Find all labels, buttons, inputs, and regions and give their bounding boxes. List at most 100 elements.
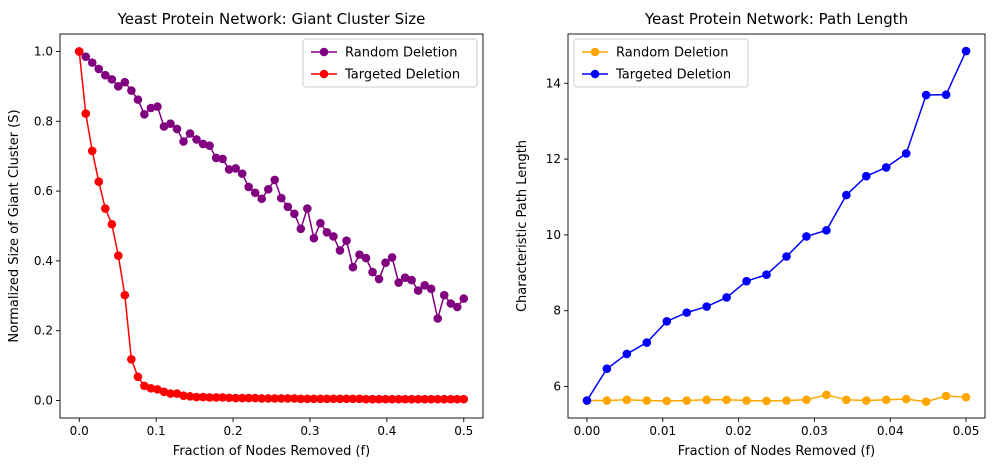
y-tick-label: 8 [553,304,561,318]
data-point [782,252,791,261]
y-tick-label: 0.0 [34,394,53,408]
data-point [722,395,731,405]
data-point [120,290,130,300]
data-point [420,281,430,290]
data-point [87,146,97,156]
data-point [822,226,831,235]
x-tick-label: 0.03 [801,424,828,438]
data-point [101,204,110,213]
series-line-2 [586,50,967,401]
data-point [582,396,592,405]
x-tick-label: 0.01 [649,424,676,438]
data-point [309,233,319,243]
legend-marker [590,47,600,57]
data-point [192,135,201,144]
data-point [329,394,338,404]
axes-frame [567,33,986,419]
data-point [374,274,384,284]
legend-label: Random Deletion [345,46,457,61]
data-point [237,393,247,403]
data-point [387,253,397,262]
data-point [179,137,188,146]
legend-marker [319,69,329,79]
data-point [146,384,156,393]
data-point [172,389,182,398]
data-point [901,394,911,404]
data-point [250,188,260,198]
data-point [762,270,771,280]
axes-frame [59,33,484,419]
data-point [153,385,162,394]
data-point [153,102,162,111]
data-point [822,390,831,400]
data-point [179,391,188,400]
data-point [355,250,364,259]
data-point [439,290,449,300]
x-tick-label: 0.02 [725,424,752,438]
y-tick-label: 0.6 [34,184,53,198]
data-point [303,204,312,213]
data-point [107,75,117,84]
data-point [861,396,871,405]
y-axis-label: Normalized Size of Giant Cluster (S) [7,109,22,342]
data-point [81,109,91,118]
x-tick-label: 0.1 [147,424,166,438]
chart-title: Yeast Protein Network: Path Length [644,10,908,28]
data-point [159,387,169,397]
data-point [941,391,951,401]
y-tick-label: 6 [553,380,561,394]
data-point [192,392,201,402]
data-point [218,393,227,402]
data-point [961,46,971,56]
legend-marker [590,69,600,79]
x-tick-label: 0.3 [300,424,319,438]
data-point [407,275,416,285]
data-point [342,394,351,404]
data-point [361,394,371,404]
data-point [459,394,469,404]
data-point [861,171,871,181]
data-point [205,141,214,151]
data-point [218,154,227,164]
data-point [459,294,469,303]
data-point [335,394,345,404]
legend-label: Random Deletion [616,46,728,61]
data-point [881,395,891,405]
data-point [140,381,149,391]
data-point [94,177,104,186]
data-point [842,190,851,200]
data-point [140,109,149,119]
y-tick-label: 0.2 [34,324,53,338]
data-point [74,47,84,56]
x-tick-label: 0.2 [223,424,242,438]
y-tick-label: 10 [546,228,561,242]
data-point [133,372,143,382]
data-point [198,139,208,149]
chart-panel-1: 0.0 0.1 0.2 0.3 0.4 0.5 0.0 0.2 0.4 0.6 0.8 1.0 Yeas… [7,10,484,459]
data-point [446,394,456,404]
legend: Random Deletion Targeted Deletion [302,38,478,88]
data-point [94,64,104,74]
data-point [662,317,672,326]
data-point [400,394,410,404]
data-point [702,302,711,311]
data-point [172,124,182,134]
data-point [101,70,110,80]
data-point [348,394,358,404]
data-point [263,394,273,403]
data-point [290,209,299,219]
data-point [413,286,423,295]
data-point [133,95,143,104]
data-point [114,82,123,91]
data-point [283,202,293,212]
data-point [368,394,377,404]
chart-panel-2: 0.00 0.01 0.02 0.03 0.04 0.05 6 8 10 12 14 Yeast Pr… [515,10,986,459]
data-point [316,218,325,228]
data-point [446,299,456,308]
data-point [107,219,117,229]
data-point [244,393,253,403]
data-point [381,394,390,404]
data-point [452,302,462,312]
data-point [921,90,931,100]
data-point [682,308,692,317]
